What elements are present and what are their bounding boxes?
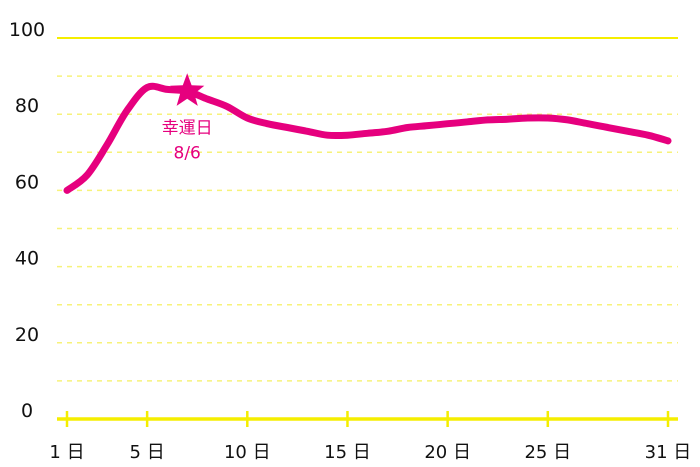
- star-icon: [170, 73, 205, 106]
- y-tick-label: 100: [9, 19, 45, 41]
- y-tick-label: 80: [15, 95, 39, 117]
- y-tick-label: 40: [15, 248, 39, 270]
- series-line: [63, 82, 672, 194]
- y-tick-label: 0: [21, 400, 33, 422]
- x-tick-label: 5 日: [130, 442, 165, 463]
- y-tick-label: 60: [15, 171, 39, 193]
- annotation-label: 幸運日: [162, 118, 213, 138]
- annotation: 幸運日 8/6: [162, 73, 213, 163]
- y-tick-label: 20: [15, 324, 39, 346]
- x-tick-labels: 1 日 5 日 10 日 15 日 20 日 25 日 31 日: [49, 442, 691, 463]
- x-tick-label: 15 日: [324, 442, 371, 463]
- grid-lines: [57, 37, 678, 382]
- series-layer: [63, 82, 672, 194]
- x-tick-label: 1 日: [49, 442, 84, 463]
- x-axis: [57, 411, 678, 427]
- x-tick-label: 25 日: [524, 442, 571, 463]
- x-tick-label: 20 日: [424, 442, 471, 463]
- annotation-date: 8/6: [174, 143, 201, 163]
- y-tick-labels: 0 20 40 60 80 100: [9, 19, 45, 422]
- x-tick-label: 10 日: [224, 442, 271, 463]
- x-tick-label: 31 日: [645, 442, 692, 463]
